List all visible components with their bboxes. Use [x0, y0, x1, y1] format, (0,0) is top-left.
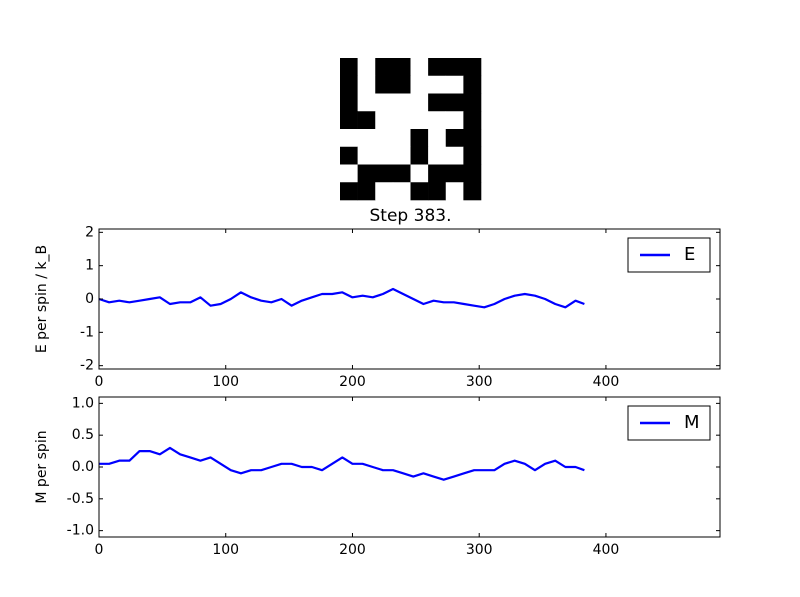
- cell: [340, 146, 358, 165]
- x-tick-label: 300: [466, 542, 493, 558]
- y-tick-label: 0.0: [72, 459, 94, 475]
- cell: [428, 75, 447, 94]
- cell: [375, 146, 394, 165]
- cell: [340, 58, 358, 77]
- cell: [392, 111, 411, 130]
- cell: [445, 146, 464, 165]
- cell: [463, 182, 482, 201]
- cell: [428, 129, 447, 148]
- cell: [428, 58, 447, 77]
- cell: [375, 111, 394, 130]
- x-tick-label: 200: [339, 374, 366, 390]
- y-axis-label: M per spin: [34, 430, 50, 503]
- cell: [463, 93, 482, 112]
- cell: [410, 58, 429, 77]
- cell: [392, 146, 411, 165]
- cell: [428, 182, 447, 201]
- cell: [463, 129, 482, 148]
- cell: [357, 111, 376, 130]
- cell: [357, 93, 376, 112]
- cell: [375, 182, 394, 201]
- cell: [428, 146, 447, 165]
- cell: [410, 93, 429, 112]
- y-tick-label: 0: [85, 291, 94, 307]
- data-line: [99, 446, 585, 481]
- cell: [463, 146, 482, 165]
- legend-label: M: [684, 412, 700, 433]
- cell: [340, 75, 358, 94]
- cell: [357, 129, 376, 148]
- y-tick-label: 1.0: [72, 395, 94, 411]
- x-tick-label: 100: [212, 542, 239, 558]
- x-tick-label: 400: [593, 374, 620, 390]
- cell: [463, 58, 482, 77]
- cell: [392, 93, 411, 112]
- x-tick-label: 300: [466, 374, 493, 390]
- y-tick-label: 1: [85, 258, 94, 274]
- data-line: [98, 287, 585, 309]
- cell: [445, 111, 464, 130]
- cell: [340, 129, 358, 148]
- cell: [392, 182, 411, 201]
- axes-background: [99, 229, 720, 369]
- axes-background: [99, 397, 720, 537]
- cell: [375, 93, 394, 112]
- y-tick-label: -1: [80, 324, 94, 340]
- y-tick-label: -1.0: [67, 523, 94, 539]
- y-axis-label: E per spin / k_B: [34, 245, 50, 353]
- cell: [428, 164, 447, 183]
- cell: [410, 164, 429, 183]
- cell: [375, 58, 394, 77]
- cell: [410, 75, 429, 94]
- cell: [375, 129, 394, 148]
- x-tick-label: 100: [212, 374, 239, 390]
- cell: [392, 75, 411, 94]
- axes-frame: [98, 228, 721, 370]
- y-tick-label: 0.5: [72, 427, 94, 443]
- cell: [392, 129, 411, 148]
- cell: [340, 182, 358, 201]
- x-tick-label: 0: [95, 374, 104, 390]
- cell: [357, 75, 376, 94]
- cell: [428, 93, 447, 112]
- cell: [392, 164, 411, 183]
- cell: [410, 146, 429, 165]
- cell: [445, 182, 464, 201]
- x-tick-label: 400: [593, 542, 620, 558]
- cell: [375, 164, 394, 183]
- cell: [428, 111, 447, 130]
- cell: [410, 182, 429, 201]
- cell: [463, 164, 482, 183]
- y-tick-label: -2: [80, 358, 94, 374]
- cell: [340, 111, 358, 130]
- cell: [357, 164, 376, 183]
- y-tick-label: -0.5: [67, 491, 94, 507]
- cell: [410, 129, 429, 148]
- cell: [357, 58, 376, 77]
- cell: [340, 93, 358, 112]
- axes-frame: [98, 396, 721, 538]
- cell: [445, 164, 464, 183]
- y-tick-label: 2: [85, 224, 94, 240]
- cell: [445, 93, 464, 112]
- legend-label: E: [684, 244, 695, 265]
- cell: [392, 58, 411, 77]
- cell: [463, 75, 482, 94]
- cell: [340, 164, 358, 183]
- cell: [463, 111, 482, 130]
- cell: [357, 182, 376, 201]
- cell: [445, 75, 464, 94]
- x-tick-label: 0: [95, 542, 104, 558]
- cell: [445, 129, 464, 148]
- cell: [410, 111, 429, 130]
- cell: [445, 58, 464, 77]
- cell: [375, 75, 394, 94]
- x-tick-label: 200: [339, 542, 366, 558]
- cell: [357, 146, 376, 165]
- image-title: Step 383.: [370, 206, 452, 226]
